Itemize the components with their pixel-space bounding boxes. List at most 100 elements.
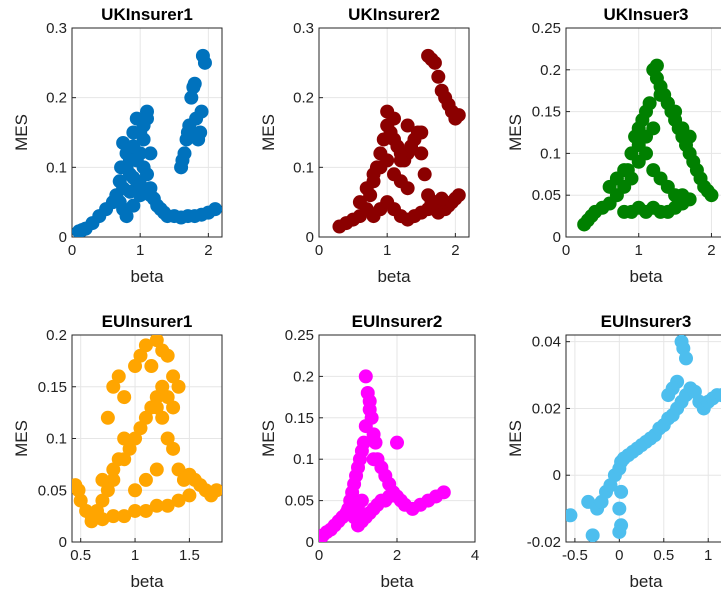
- axes-box: [71, 27, 223, 238]
- y-tick-label: 0: [59, 229, 67, 246]
- scatter-point: [624, 171, 639, 186]
- y-tick-label: 0.05: [285, 493, 314, 510]
- scatter-point: [133, 348, 148, 363]
- scatter-point: [352, 195, 367, 210]
- y-axis-label: MES: [506, 114, 525, 151]
- scatter-point: [106, 472, 121, 487]
- scatter-point: [171, 462, 186, 477]
- scatter-point: [106, 379, 121, 394]
- scatter-point: [106, 509, 121, 524]
- x-axis-label: beta: [377, 267, 411, 286]
- scatter-point: [362, 402, 377, 417]
- scatter-point: [128, 483, 143, 498]
- x-tick-label: 1: [136, 242, 144, 259]
- x-tick-label: 4: [471, 547, 479, 564]
- scatter-point: [140, 111, 154, 126]
- x-tick-label: 1.5: [179, 547, 200, 564]
- y-tick-label: 0.2: [540, 62, 561, 79]
- x-axis-label: beta: [130, 572, 164, 591]
- scatter-point: [414, 146, 429, 161]
- y-tick-label: 0.1: [540, 145, 561, 162]
- scatter-point: [128, 431, 143, 446]
- scatter-point: [143, 146, 158, 161]
- y-axis-label: MES: [259, 420, 278, 457]
- y-axis-label: MES: [12, 114, 31, 151]
- scatter-point: [149, 390, 164, 405]
- scatter-point: [359, 181, 374, 196]
- scatter-point: [393, 153, 408, 168]
- scatter-point: [679, 351, 693, 366]
- y-tick-label: 0.2: [293, 90, 314, 107]
- axes-box: [565, 334, 721, 543]
- scatter-point: [187, 76, 202, 91]
- scatter-point: [133, 421, 148, 436]
- scatter-point: [166, 369, 181, 384]
- marker-group: [566, 335, 721, 542]
- axes-box: [318, 334, 476, 543]
- scatter-point: [122, 184, 137, 199]
- scatter-point: [128, 359, 143, 374]
- marker-group: [72, 335, 222, 529]
- x-tick-label: 0.5: [653, 547, 674, 564]
- subplot-3: 0 1 2 0 0.05 0.1 0.15 0.2 0.25 UKInsuer3 beta MES: [506, 5, 721, 286]
- x-tick-label: 0: [68, 242, 76, 259]
- scatter-point: [354, 493, 369, 508]
- scatter-point: [386, 485, 401, 500]
- scatter-point: [166, 400, 181, 415]
- scatter-point: [614, 484, 629, 499]
- scatter-point: [417, 167, 432, 182]
- scatter-point: [427, 55, 442, 70]
- scatter-point: [356, 435, 371, 450]
- scatter-point: [177, 146, 192, 161]
- scatter-point: [646, 121, 661, 136]
- scatter-point: [128, 503, 143, 518]
- marker-group: [72, 48, 222, 237]
- scatter-point: [682, 129, 697, 144]
- y-tick-label: 0: [306, 229, 314, 246]
- x-tick-label: 2: [204, 242, 212, 259]
- axes-box: [71, 334, 223, 543]
- scatter-point: [100, 483, 115, 498]
- scatter-point: [95, 472, 110, 487]
- y-tick-label: 0.1: [46, 431, 67, 448]
- scatter-point: [117, 509, 132, 524]
- x-axis-label: beta: [629, 572, 663, 591]
- scatter-point: [160, 390, 175, 405]
- scatter-point: [122, 441, 137, 456]
- y-tick-label: 0.2: [293, 368, 314, 385]
- subplot-title: UKInsurer1: [101, 5, 193, 24]
- scatter-point: [368, 435, 383, 450]
- x-tick-label: 1: [635, 242, 643, 259]
- scatter-point: [714, 388, 721, 403]
- scatter-point: [117, 431, 132, 446]
- scatter-point: [612, 524, 627, 539]
- y-tick-label: 0.04: [532, 334, 561, 351]
- y-tick-label: 0.05: [38, 482, 67, 499]
- y-tick-label: 0.1: [46, 159, 67, 176]
- y-axis-label: MES: [506, 420, 525, 457]
- scatter-point: [184, 90, 199, 105]
- scatter-point: [106, 462, 121, 477]
- scatter-point: [704, 188, 719, 203]
- scatter-point: [138, 503, 153, 518]
- scatter-point: [358, 419, 373, 434]
- marker-group: [332, 48, 466, 234]
- scatter-point: [390, 435, 404, 450]
- scatter-point: [208, 202, 222, 217]
- scatter-point: [129, 153, 144, 168]
- scatter-point: [155, 379, 170, 394]
- scatter-point: [166, 441, 181, 456]
- subplot-4: 0.5 1 1.5 0 0.05 0.1 0.15 0.2 EUInsurer1 beta MES: [12, 312, 223, 591]
- scatter-point: [400, 118, 415, 133]
- y-tick-label: 0.25: [532, 20, 561, 37]
- x-tick-label: 2: [451, 242, 459, 259]
- y-tick-label: 0: [306, 534, 314, 551]
- scatter-point: [149, 498, 164, 513]
- x-tick-label: 2: [393, 547, 401, 564]
- scatter-point: [585, 528, 600, 542]
- y-tick-label: 0.3: [46, 20, 67, 37]
- y-tick-label: 0.3: [293, 20, 314, 37]
- x-tick-label: 0.5: [70, 547, 91, 564]
- scatter-point: [612, 501, 627, 516]
